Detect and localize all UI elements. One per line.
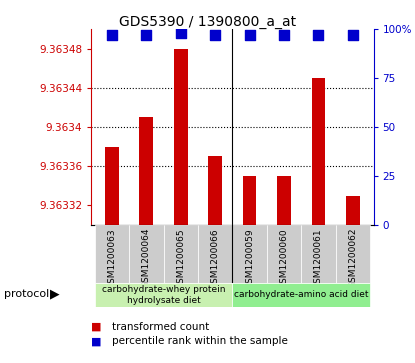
Text: GSM1200060: GSM1200060 — [280, 228, 288, 289]
FancyBboxPatch shape — [198, 225, 232, 283]
Bar — [208, 156, 222, 225]
Point — [349, 32, 356, 38]
Text: GSM1200066: GSM1200066 — [211, 228, 220, 289]
FancyBboxPatch shape — [164, 225, 198, 283]
Point — [178, 30, 184, 36]
FancyBboxPatch shape — [95, 225, 129, 283]
Text: GSM1200065: GSM1200065 — [176, 228, 185, 289]
Point — [281, 32, 287, 38]
Text: GDS5390 / 1390800_a_at: GDS5390 / 1390800_a_at — [119, 15, 296, 29]
Text: carbohydrate-whey protein
hydrolysate diet: carbohydrate-whey protein hydrolysate di… — [102, 285, 225, 305]
FancyBboxPatch shape — [232, 225, 267, 283]
Text: transformed count: transformed count — [112, 322, 209, 332]
Point — [109, 32, 115, 38]
Point — [315, 32, 322, 38]
Text: GSM1200064: GSM1200064 — [142, 228, 151, 289]
Text: GSM1200062: GSM1200062 — [348, 228, 357, 289]
FancyBboxPatch shape — [95, 283, 232, 307]
Point — [143, 32, 150, 38]
FancyBboxPatch shape — [267, 225, 301, 283]
Text: carbohydrate-amino acid diet: carbohydrate-amino acid diet — [234, 290, 369, 299]
FancyBboxPatch shape — [129, 225, 164, 283]
Bar — [139, 117, 153, 225]
Text: GSM1200059: GSM1200059 — [245, 228, 254, 289]
Bar — [312, 78, 325, 225]
FancyBboxPatch shape — [232, 283, 370, 307]
Bar — [346, 196, 360, 225]
Point — [246, 32, 253, 38]
Text: GSM1200061: GSM1200061 — [314, 228, 323, 289]
Text: ▶: ▶ — [50, 287, 59, 301]
FancyBboxPatch shape — [336, 225, 370, 283]
Text: percentile rank within the sample: percentile rank within the sample — [112, 336, 288, 346]
Text: GSM1200063: GSM1200063 — [107, 228, 117, 289]
Text: protocol: protocol — [4, 289, 49, 299]
Text: ■: ■ — [91, 336, 102, 346]
Text: ■: ■ — [91, 322, 102, 332]
Bar — [277, 176, 291, 225]
Bar — [243, 176, 256, 225]
Bar — [105, 147, 119, 225]
FancyBboxPatch shape — [301, 225, 336, 283]
Bar — [174, 49, 188, 225]
Point — [212, 32, 219, 38]
